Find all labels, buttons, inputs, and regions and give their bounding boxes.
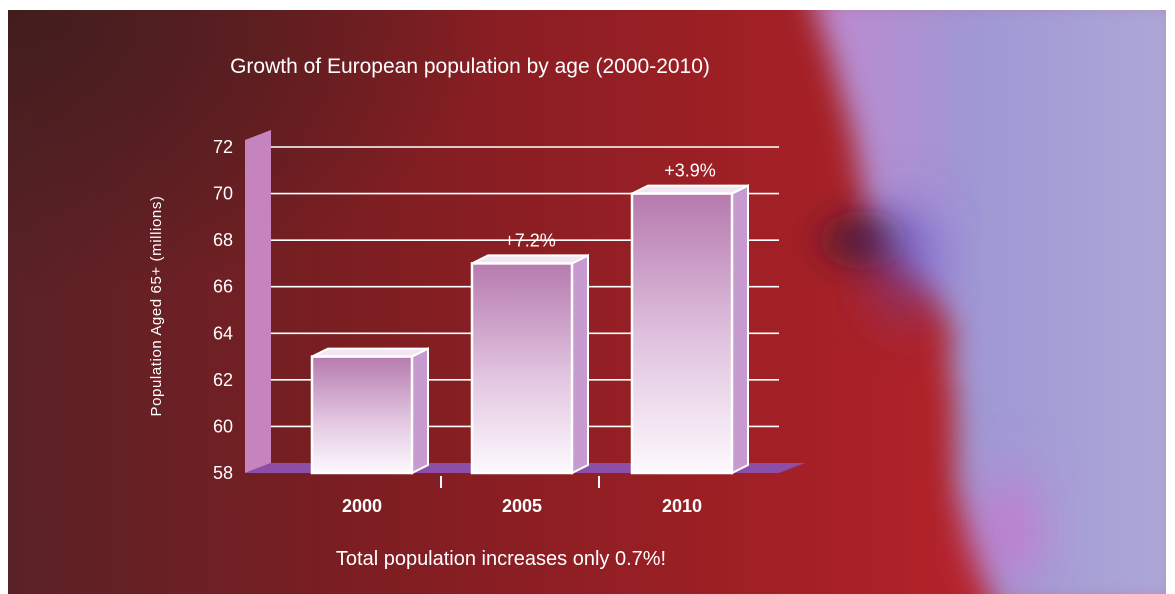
chart-title: Growth of European population by age (20… bbox=[230, 55, 710, 78]
bar-side bbox=[411, 346, 429, 475]
bar-2005 bbox=[470, 253, 589, 475]
y-axis-ticks: 58 60 62 64 66 68 70 72 bbox=[213, 137, 233, 483]
x-tick-label: 2010 bbox=[662, 496, 702, 516]
data-label: +7.2% bbox=[504, 230, 556, 250]
back-wall bbox=[245, 130, 271, 473]
y-tick-label: 66 bbox=[213, 277, 233, 297]
y-axis-label: Population Aged 65+ (millions) bbox=[148, 195, 165, 416]
y-tick-label: 62 bbox=[213, 370, 233, 390]
x-tick-label: 2005 bbox=[502, 496, 542, 516]
y-tick-label: 64 bbox=[213, 323, 233, 343]
bar-chart: Growth of European population by age (20… bbox=[148, 55, 805, 570]
bar-2010 bbox=[630, 183, 749, 475]
y-tick-label: 72 bbox=[213, 137, 233, 157]
y-tick-label: 58 bbox=[213, 463, 233, 483]
footnote: Total population increases only 0.7%! bbox=[336, 548, 666, 570]
bar-front bbox=[630, 192, 734, 475]
chart-frame: Growth of European population by age (20… bbox=[8, 10, 1166, 594]
data-label: +3.9% bbox=[664, 161, 716, 181]
x-tick-label: 2000 bbox=[342, 496, 382, 516]
bar-front bbox=[310, 355, 414, 475]
bars: 2000 +7.2% 2005 +3.9% 2010 bbox=[310, 161, 749, 516]
bar-front bbox=[470, 262, 574, 475]
bar-side bbox=[731, 183, 749, 475]
background-image bbox=[8, 10, 1166, 594]
y-tick-label: 68 bbox=[213, 230, 233, 250]
bar-2000 bbox=[310, 346, 429, 475]
y-tick-label: 70 bbox=[213, 184, 233, 204]
y-tick-label: 60 bbox=[213, 416, 233, 436]
bar-side bbox=[571, 253, 589, 475]
